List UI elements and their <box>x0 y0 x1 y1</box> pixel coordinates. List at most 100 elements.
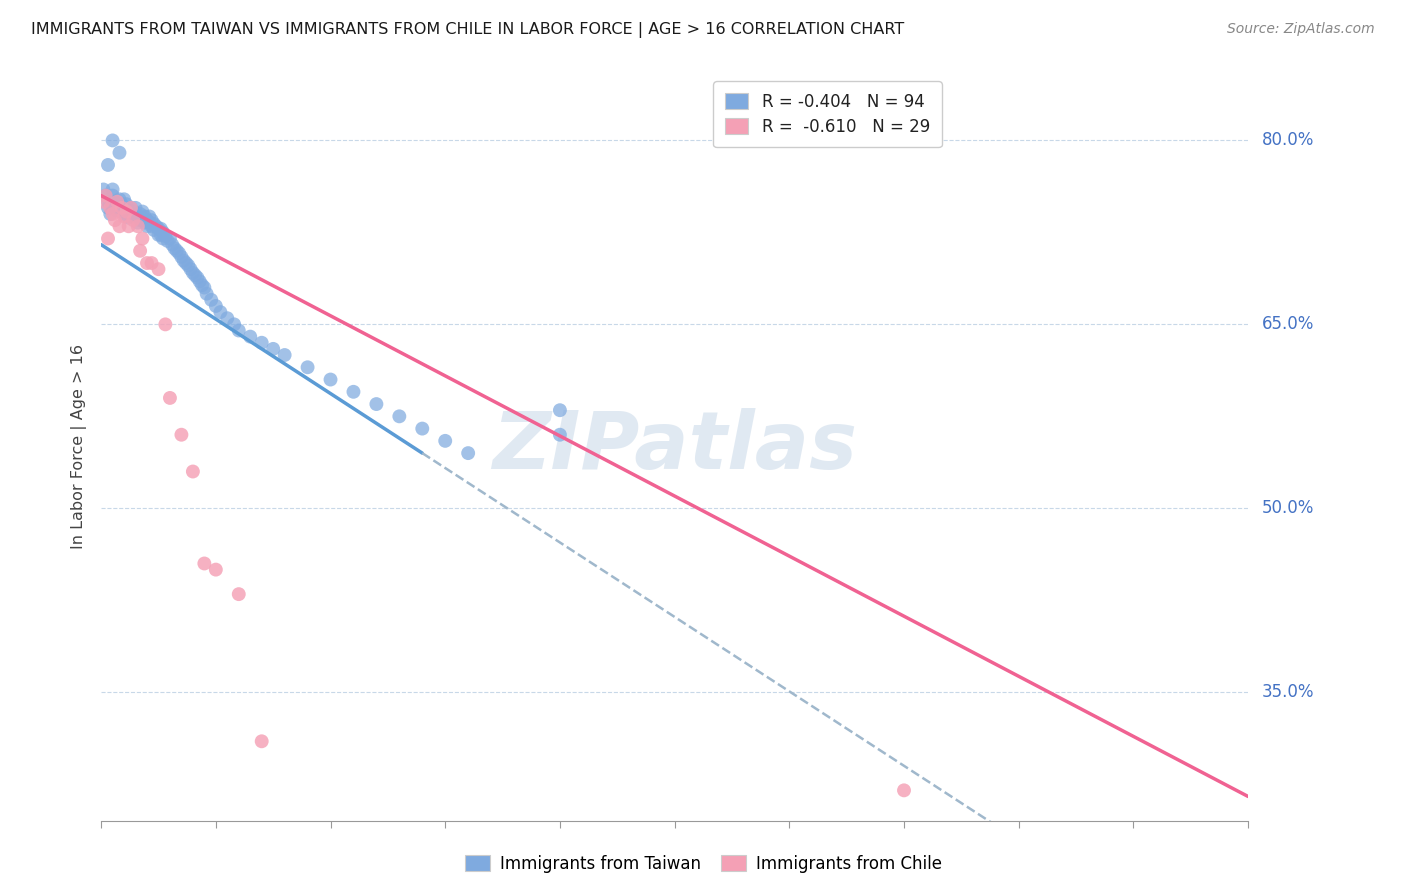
Point <box>115 204 138 219</box>
Point <box>120 201 142 215</box>
Point <box>342 384 364 399</box>
Point <box>142 217 165 231</box>
Point <box>217 311 239 326</box>
Point <box>129 244 152 258</box>
Point <box>101 207 124 221</box>
Point <box>136 256 159 270</box>
Point <box>155 318 177 332</box>
Point <box>112 210 135 224</box>
Point <box>548 427 571 442</box>
Point <box>319 372 342 386</box>
Point <box>111 204 134 219</box>
Point <box>262 342 284 356</box>
Point <box>122 213 145 227</box>
Point <box>148 227 170 242</box>
Point <box>162 237 184 252</box>
Point <box>205 299 228 313</box>
Point <box>112 207 135 221</box>
Point <box>457 446 479 460</box>
Point <box>170 250 193 264</box>
Point <box>93 182 115 196</box>
Point <box>120 207 142 221</box>
Point <box>250 335 273 350</box>
Point <box>273 348 295 362</box>
Point <box>101 188 124 202</box>
Point <box>205 563 228 577</box>
Point <box>105 203 128 218</box>
Point <box>129 213 152 227</box>
Point <box>104 194 127 209</box>
Point <box>188 275 211 289</box>
Point <box>98 207 121 221</box>
Point <box>141 219 163 234</box>
Point <box>166 244 188 258</box>
Point <box>93 194 115 209</box>
Point <box>118 203 141 218</box>
Point <box>250 734 273 748</box>
Legend: Immigrants from Taiwan, Immigrants from Chile: Immigrants from Taiwan, Immigrants from … <box>458 848 948 880</box>
Point <box>142 223 165 237</box>
Point <box>127 210 149 224</box>
Text: 50.0%: 50.0% <box>1261 500 1315 517</box>
Point <box>97 201 120 215</box>
Point <box>186 270 208 285</box>
Point <box>181 266 204 280</box>
Point <box>148 262 170 277</box>
Point <box>112 192 135 206</box>
Point <box>149 227 172 242</box>
Point <box>388 409 411 424</box>
Text: Source: ZipAtlas.com: Source: ZipAtlas.com <box>1227 22 1375 37</box>
Point <box>138 210 160 224</box>
Point <box>159 231 181 245</box>
Point <box>94 188 117 202</box>
Point <box>97 194 120 209</box>
Point <box>152 231 174 245</box>
Point <box>127 219 149 234</box>
Point <box>411 421 433 435</box>
Point <box>111 197 134 211</box>
Text: 35.0%: 35.0% <box>1261 683 1315 701</box>
Point <box>101 133 124 147</box>
Point <box>104 213 127 227</box>
Point <box>127 216 149 230</box>
Point <box>297 360 319 375</box>
Point <box>134 210 156 224</box>
Text: IMMIGRANTS FROM TAIWAN VS IMMIGRANTS FROM CHILE IN LABOR FORCE | AGE > 16 CORREL: IMMIGRANTS FROM TAIWAN VS IMMIGRANTS FRO… <box>31 22 904 38</box>
Point <box>145 219 167 234</box>
Point <box>98 201 121 215</box>
Point <box>108 145 131 160</box>
Point <box>191 278 214 293</box>
Point <box>228 587 250 601</box>
Point <box>174 256 197 270</box>
Point <box>134 216 156 230</box>
Point <box>131 204 153 219</box>
Point <box>124 201 146 215</box>
Point <box>105 194 128 209</box>
Legend: R = -0.404   N = 94, R =  -0.610   N = 29: R = -0.404 N = 94, R = -0.610 N = 29 <box>713 81 942 147</box>
Point <box>118 219 141 234</box>
Point <box>141 213 163 227</box>
Point <box>118 211 141 225</box>
Point <box>193 280 215 294</box>
Point <box>177 259 200 273</box>
Point <box>124 207 146 221</box>
Point <box>136 219 159 234</box>
Point <box>170 427 193 442</box>
Point <box>152 226 174 240</box>
Point <box>115 197 138 211</box>
Text: 65.0%: 65.0% <box>1261 316 1315 334</box>
Point <box>108 192 131 206</box>
Y-axis label: In Labor Force | Age > 16: In Labor Force | Age > 16 <box>72 344 87 549</box>
Point <box>163 241 186 255</box>
Point <box>98 194 121 209</box>
Point <box>108 198 131 212</box>
Point <box>193 557 215 571</box>
Point <box>159 391 181 405</box>
Point <box>120 201 142 215</box>
Point <box>115 204 138 219</box>
Point <box>138 216 160 230</box>
Point <box>173 253 195 268</box>
Point <box>136 213 159 227</box>
Point <box>97 158 120 172</box>
Point <box>548 403 571 417</box>
